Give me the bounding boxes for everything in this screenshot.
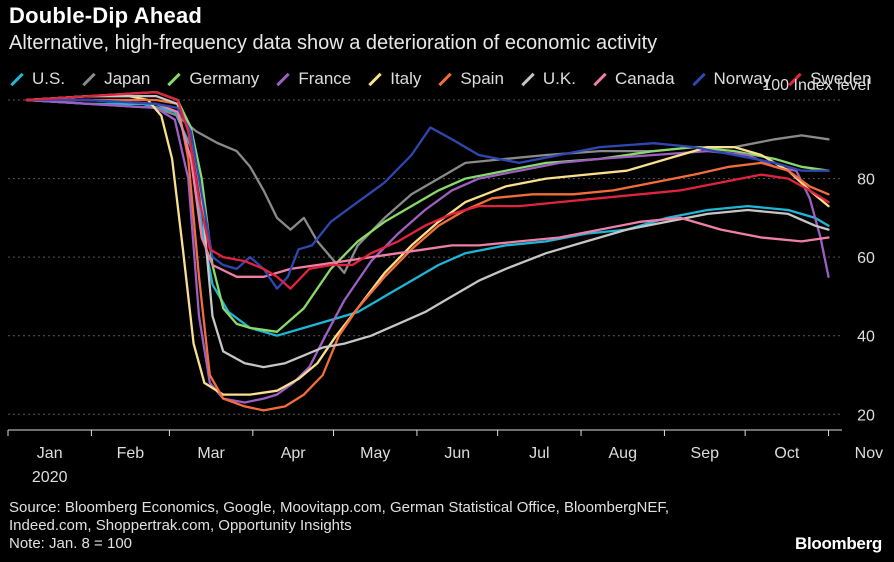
x-tick-label-may: May (360, 445, 390, 462)
legend-item-us: U.S. (9, 69, 65, 89)
x-tick-label-jul: Jul (529, 445, 549, 462)
chart-title: Double-Dip Ahead (9, 3, 203, 28)
series-line-sweden (25, 90, 830, 290)
legend-label-us: U.S. (32, 69, 66, 88)
y-tick-label-20: 20 (857, 407, 875, 424)
series-line-canada (25, 98, 830, 278)
bloomberg-logo: Bloomberg (794, 534, 882, 553)
y-axis-label: 100 Index level (762, 77, 870, 94)
legend-label-japan: Japan (104, 69, 151, 88)
legend-item-norway: Norway (691, 69, 772, 89)
legend-label-norway: Norway (713, 69, 772, 88)
legend-label-italy: Italy (390, 69, 422, 88)
series-line-france (25, 98, 830, 404)
chart-legend: U.S. Japan Germany France Italy Spain U.K. Cana… (9, 69, 888, 89)
legend-label-germany: Germany (189, 69, 260, 88)
y-tick-label-80: 80 (857, 172, 875, 189)
legend-label-spain: Spain (460, 69, 504, 88)
x-tick-label-mar: Mar (197, 445, 225, 462)
x-tick-label-jun: Jun (444, 445, 470, 462)
series-line-us (25, 98, 830, 337)
x-tick-label-feb: Feb (117, 445, 145, 462)
series-line-norway (25, 98, 830, 290)
legend-item-france: France (275, 69, 351, 89)
x-year-label: 2020 (32, 469, 68, 486)
series-line-japan (25, 98, 830, 275)
y-tick-label-60: 60 (857, 250, 875, 267)
x-tick-label-oct: Oct (774, 445, 799, 462)
legend-label-uk: U.K. (542, 69, 576, 88)
x-tick-label-nov: Nov (855, 445, 883, 462)
series-line-spain (25, 98, 830, 412)
source-note: Source: Bloomberg Economics, Google, Moo… (9, 499, 669, 553)
legend-item-canada: Canada (592, 69, 675, 89)
note-line: Note: Jan. 8 = 100 (9, 535, 133, 552)
legend-item-uk: U.K. (520, 69, 576, 89)
legend-label-sweden: Sweden (810, 69, 872, 88)
series-line-italy (25, 94, 830, 396)
source-line-2: Indeed.com, Shoppertrak.com, Opportunity… (9, 517, 352, 534)
x-tick-label-apr: Apr (281, 445, 307, 462)
y-tick-label-40: 40 (857, 329, 875, 346)
legend-label-canada: Canada (614, 69, 675, 88)
line-chart: 20 40 60 80 100 Index level Jan Feb Mar Apr May Ju… (7, 77, 883, 486)
legend-item-italy: Italy (367, 69, 421, 89)
legend-label-france: France (298, 69, 352, 88)
series-line-germany (25, 90, 830, 333)
x-tick-label-aug: Aug (609, 445, 637, 462)
x-tick-label-jan: Jan (37, 445, 63, 462)
legend-item-japan: Japan (81, 69, 150, 89)
x-tick-label-sep: Sep (691, 445, 720, 462)
source-line-1: Source: Bloomberg Economics, Google, Moo… (9, 499, 670, 516)
legend-item-germany: Germany (166, 69, 259, 89)
legend-item-spain: Spain (437, 69, 504, 89)
chart-subtitle: Alternative, high-frequency data show a … (9, 32, 658, 54)
legend-item-sweden: Sweden (787, 69, 872, 89)
